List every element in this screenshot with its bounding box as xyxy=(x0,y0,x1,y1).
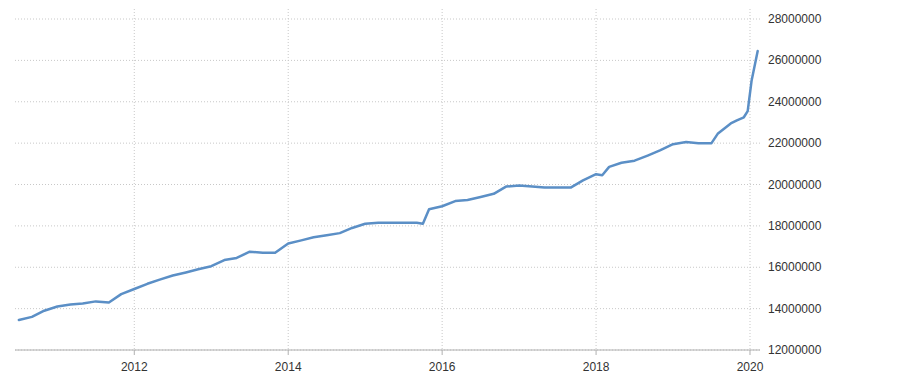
y-grid-line xyxy=(15,350,760,351)
x-grid-line xyxy=(442,9,443,350)
x-tick-label: 2018 xyxy=(583,360,610,374)
y-tick-label: 18000000 xyxy=(768,219,822,233)
y-tick-label: 28000000 xyxy=(768,12,822,26)
y-tick-label: 14000000 xyxy=(768,302,822,316)
axes: 12000000 14000000 16000000 18000000 20000000… xyxy=(15,12,822,374)
y-tick-label: 20000000 xyxy=(768,178,822,192)
plot-area xyxy=(19,51,758,320)
x-grid-line xyxy=(596,9,597,350)
y-grid-line xyxy=(15,225,760,226)
x-tick xyxy=(442,350,443,355)
x-tick xyxy=(134,350,135,355)
x-grid-line xyxy=(288,9,289,350)
y-tick-label: 24000000 xyxy=(768,95,822,109)
x-tick xyxy=(749,350,750,355)
x-grid-line xyxy=(749,9,750,350)
y-grid-line xyxy=(15,308,760,309)
x-tick-label: 2014 xyxy=(275,360,302,374)
x-tick-label: 2016 xyxy=(429,360,456,374)
y-grid-line xyxy=(15,184,760,185)
y-grid-line xyxy=(15,143,760,144)
y-grid-line xyxy=(15,19,760,20)
y-tick-label: 22000000 xyxy=(768,136,822,150)
x-tick-label: 2020 xyxy=(737,360,764,374)
y-grid-line xyxy=(15,267,760,268)
x-tick-label: 2012 xyxy=(121,360,148,374)
chart: 12000000 14000000 16000000 18000000 20000000… xyxy=(0,0,904,379)
y-grid-line xyxy=(15,101,760,102)
y-grid-line xyxy=(15,60,760,61)
x-grid-line xyxy=(134,9,135,350)
x-tick xyxy=(288,350,289,355)
y-tick-label: 26000000 xyxy=(768,53,822,67)
x-axis-line xyxy=(15,350,760,351)
data-line xyxy=(19,51,758,320)
grid xyxy=(15,9,760,350)
y-tick-label: 16000000 xyxy=(768,260,822,274)
x-tick xyxy=(596,350,597,355)
y-tick-label: 12000000 xyxy=(768,343,822,357)
